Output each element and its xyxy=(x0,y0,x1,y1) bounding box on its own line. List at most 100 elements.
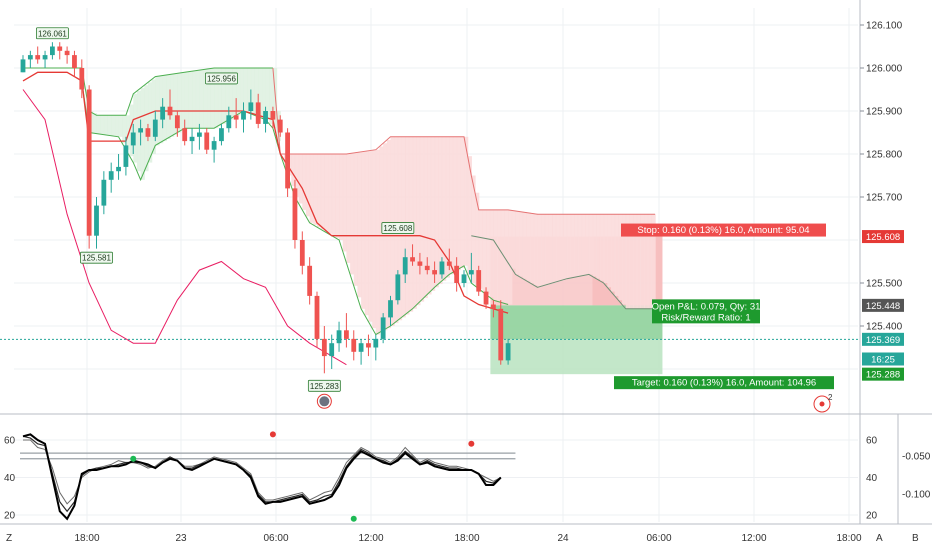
candle-body[interactable] xyxy=(344,330,349,339)
candle-body[interactable] xyxy=(108,171,114,180)
alert-badge[interactable]: 2 xyxy=(813,393,833,413)
candle-body[interactable] xyxy=(307,265,313,296)
candle-body[interactable] xyxy=(270,111,276,120)
profit-zone[interactable] xyxy=(490,305,663,340)
cloud-slice xyxy=(460,136,465,268)
candle-body[interactable] xyxy=(255,102,261,124)
stop-label[interactable]: Stop: 0.160 (0.13%) 16.0, Amount: 95.04 xyxy=(621,223,826,237)
scale-b-button[interactable]: B xyxy=(912,533,919,544)
target-zone[interactable] xyxy=(490,339,663,375)
candle-body[interactable] xyxy=(321,338,327,357)
candle-body[interactable] xyxy=(20,59,26,73)
candle-body[interactable] xyxy=(498,308,504,361)
candle-body[interactable] xyxy=(424,265,430,271)
osc-signal-dot[interactable] xyxy=(130,455,137,462)
candle-body[interactable] xyxy=(42,55,48,60)
candle-body[interactable] xyxy=(145,128,151,137)
candle-body[interactable] xyxy=(410,257,415,262)
candle-body[interactable] xyxy=(94,205,99,236)
price-label-bubble[interactable]: 125.283 xyxy=(307,379,341,392)
candle-body[interactable] xyxy=(439,261,445,275)
candle-body[interactable] xyxy=(123,145,129,167)
candle-body[interactable] xyxy=(219,128,224,142)
candle-body[interactable] xyxy=(402,257,408,275)
candle-body[interactable] xyxy=(329,343,335,357)
osc-signal-dot[interactable] xyxy=(269,431,276,438)
candle-body[interactable] xyxy=(285,132,290,189)
candle-body[interactable] xyxy=(211,141,217,150)
low-marker-ring[interactable] xyxy=(316,393,332,409)
candle-body[interactable] xyxy=(432,270,437,275)
candle-body[interactable] xyxy=(182,128,188,142)
candle-body[interactable] xyxy=(395,274,401,301)
candle-body[interactable] xyxy=(446,261,452,266)
price-label-bubble[interactable]: 125.581 xyxy=(80,251,113,264)
candle-body[interactable] xyxy=(197,132,202,137)
cloud-slice xyxy=(328,154,333,234)
cloud-slice xyxy=(114,115,120,137)
price-label-bubble[interactable]: 125.608 xyxy=(381,222,415,234)
candle-body[interactable] xyxy=(72,55,77,68)
candle-body[interactable] xyxy=(373,338,379,348)
candle-body[interactable] xyxy=(417,261,423,266)
candle-body[interactable] xyxy=(174,115,180,129)
candle-body[interactable] xyxy=(476,270,482,292)
price-axis[interactable]: 126.100 126.000 125.900 125.800 125.700 125.5… xyxy=(860,21,903,333)
candle-body[interactable] xyxy=(204,132,210,150)
candle-body[interactable] xyxy=(491,304,496,309)
candle-body[interactable] xyxy=(483,291,489,305)
price-label-bubble[interactable]: 125.956 xyxy=(205,72,238,85)
candle-body[interactable] xyxy=(277,119,283,133)
candle-body[interactable] xyxy=(64,50,70,56)
candle-body[interactable] xyxy=(468,270,474,275)
candle-body[interactable] xyxy=(336,330,342,344)
cloud-slice xyxy=(111,115,116,136)
candle-body[interactable] xyxy=(358,343,364,352)
auto-scale-button[interactable]: A xyxy=(876,533,883,544)
candle-body[interactable] xyxy=(366,343,371,348)
target-label[interactable]: Target: 0.160 (0.13%) 16.0, Amount: 104.… xyxy=(614,376,834,390)
candle-body[interactable] xyxy=(138,128,143,133)
price-label-bubble[interactable]: 126.061 xyxy=(36,27,69,40)
candle-body[interactable] xyxy=(101,179,107,206)
candle-body[interactable] xyxy=(505,343,511,361)
time-axis[interactable]: 18:00 23 06:00 12:00 18:00 24 06:00 12:00 18:00 xyxy=(74,533,861,544)
cloud-slice xyxy=(92,113,98,134)
candle-body[interactable] xyxy=(351,338,357,352)
candle-body[interactable] xyxy=(299,240,305,266)
candle-body[interactable] xyxy=(50,46,55,56)
candle-body[interactable] xyxy=(454,265,460,283)
osc-signal-dot[interactable] xyxy=(468,440,475,447)
zoom-button[interactable]: Z xyxy=(6,533,12,544)
candle-body[interactable] xyxy=(160,106,166,120)
candle-body[interactable] xyxy=(116,166,121,172)
candle-body[interactable] xyxy=(380,317,386,339)
candle-body[interactable] xyxy=(314,295,320,339)
candle-body[interactable] xyxy=(263,111,268,124)
cloud-slice xyxy=(552,214,557,283)
candle-body[interactable] xyxy=(233,115,239,120)
candle-body[interactable] xyxy=(79,68,85,90)
candle-body[interactable] xyxy=(167,106,173,116)
osc-signal-dot[interactable] xyxy=(350,515,357,522)
candle-body[interactable] xyxy=(461,274,467,283)
candle-body[interactable] xyxy=(292,188,298,240)
cloud-slice xyxy=(464,136,469,266)
candle-body[interactable] xyxy=(86,89,92,236)
candle-body[interactable] xyxy=(189,136,195,142)
candle-body[interactable] xyxy=(27,55,33,60)
candle-body[interactable] xyxy=(226,115,232,129)
candle-body[interactable] xyxy=(57,46,63,51)
cloud-slice xyxy=(581,214,586,276)
candle-body[interactable] xyxy=(388,300,393,318)
candle-body[interactable] xyxy=(248,102,254,111)
pnl-label-box xyxy=(652,299,760,324)
low-marker-dot[interactable] xyxy=(319,396,330,407)
candle-body[interactable] xyxy=(241,111,246,120)
candle-body[interactable] xyxy=(152,119,158,137)
candle-body[interactable] xyxy=(130,132,136,146)
candle-body[interactable] xyxy=(35,55,41,60)
